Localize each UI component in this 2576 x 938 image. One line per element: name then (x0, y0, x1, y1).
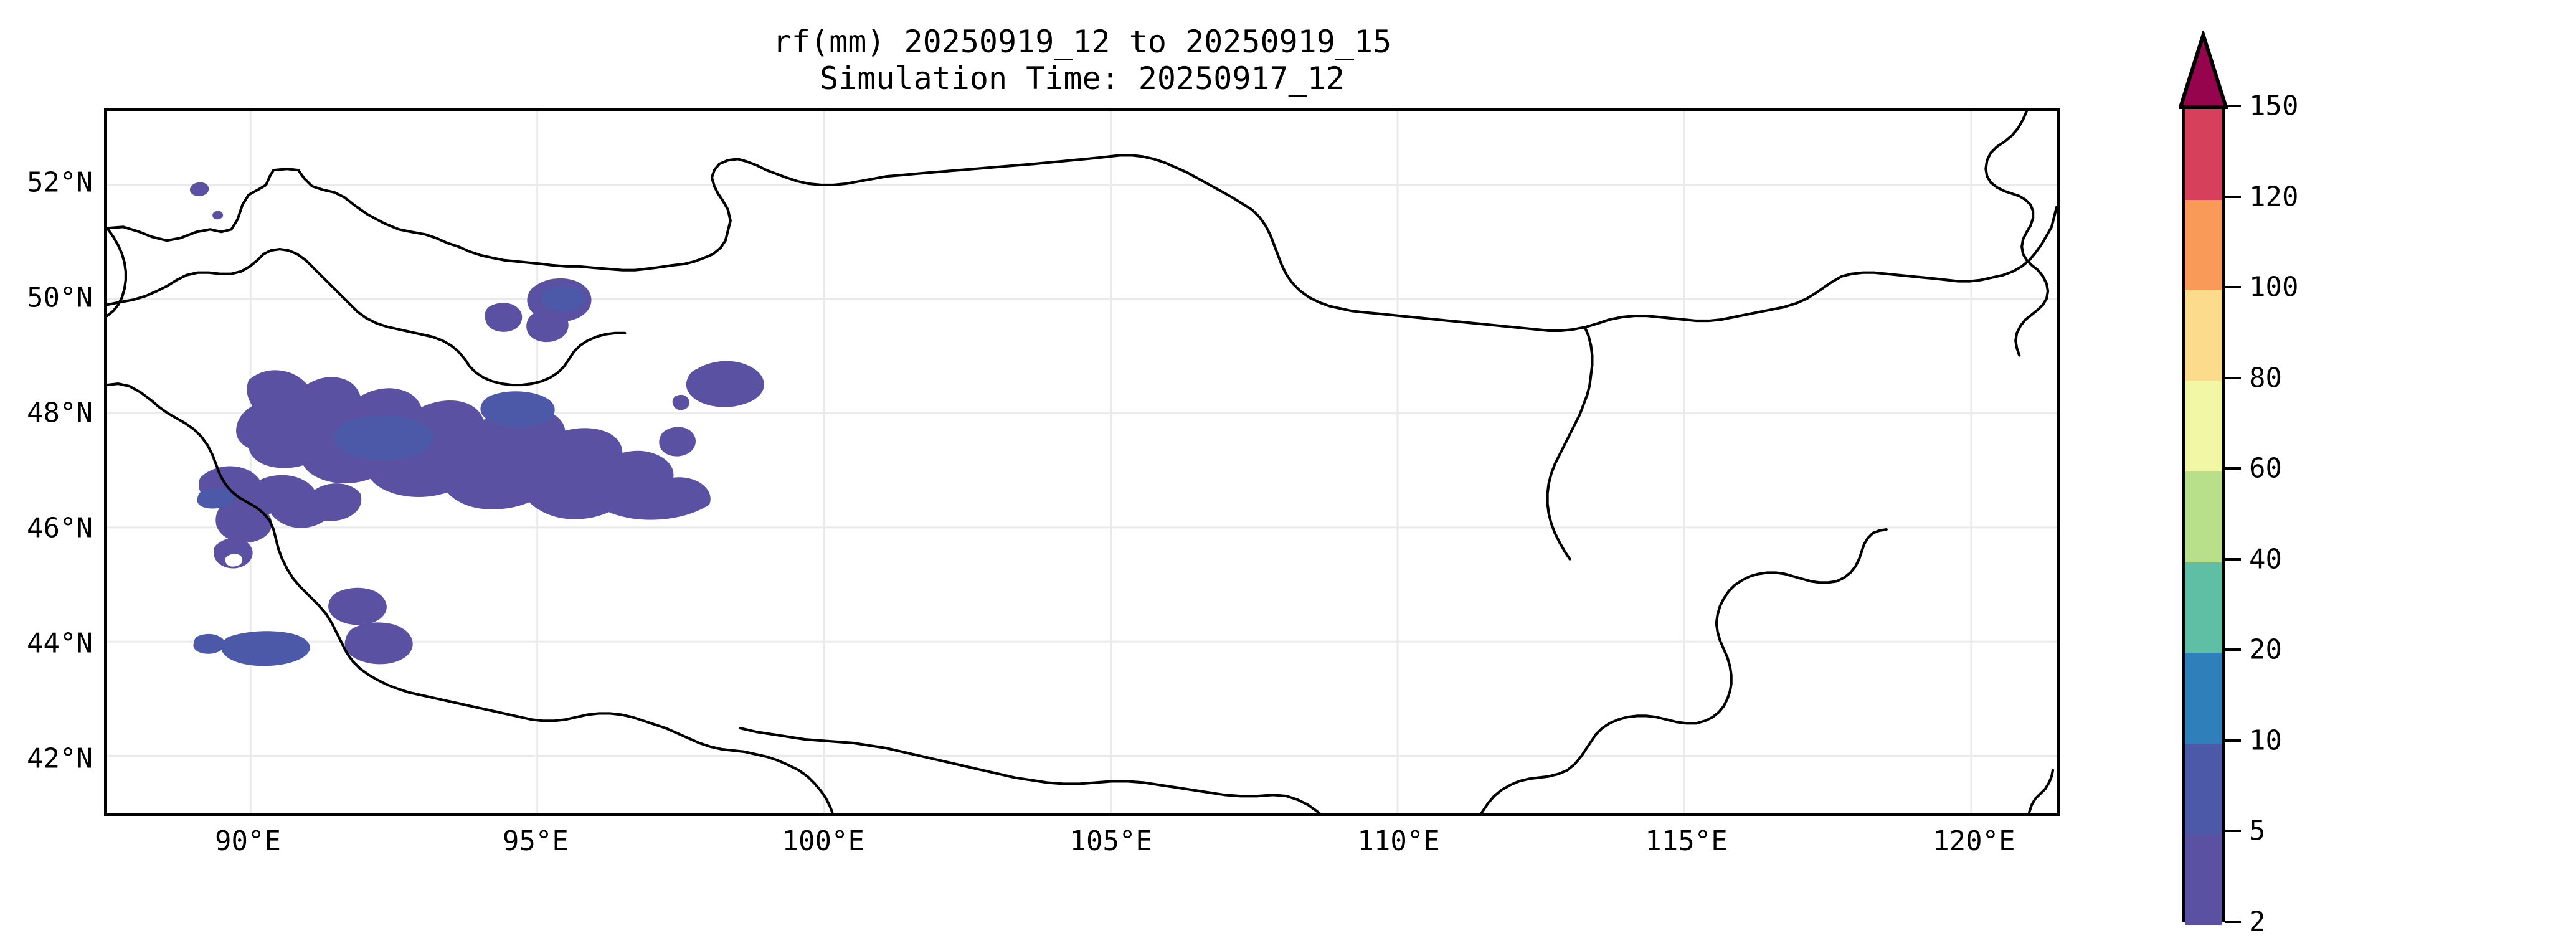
country-border-layer (107, 111, 2057, 813)
y-axis-tick-label: 46°N (27, 512, 93, 544)
colorbar-tick-mark (2225, 557, 2241, 561)
colorbar-tick-label: 100 (2249, 271, 2299, 303)
x-axis-tick-label: 120°E (1933, 825, 2015, 857)
x-axis-tick-label: 105°E (1069, 825, 1152, 857)
y-axis-tick-label: 50°N (27, 282, 93, 314)
precip-core-southwest-1 (221, 631, 310, 666)
map-clip-region (107, 111, 2057, 813)
precip-core-northwest-1 (333, 415, 434, 460)
colorbar-band (2185, 743, 2222, 835)
colorbar[interactable]: 2 5 10 20 40 60 80 100 120 150 (2179, 31, 2531, 938)
mongolia-south-central-border (739, 528, 1888, 813)
colorbar-band (2185, 290, 2222, 381)
x-axis-tick-label: 95°E (502, 825, 569, 857)
colorbar-gradient-bar[interactable] (2182, 106, 2225, 925)
colorbar-tick-label: 20 (2249, 633, 2282, 666)
precip-core-northwest-2 (480, 391, 555, 427)
colorbar-over-arrow (2179, 31, 2228, 109)
x-axis-tick-label: 100°E (782, 825, 864, 857)
chart-title: rf(mm) 20250919_12 to 20250919_15 Simula… (104, 24, 2060, 97)
map-plot-area (104, 108, 2060, 816)
precip-region-ne-tiny-dot (672, 394, 690, 410)
colorbar-tick-label: 150 (2249, 90, 2299, 122)
precip-region-tiny-cell-52n (189, 182, 209, 196)
colorbar-tick-label: 5 (2249, 815, 2266, 847)
precip-region-ne-blob-2 (659, 427, 696, 457)
colorbar-band (2185, 834, 2222, 925)
colorbar-band (2185, 471, 2222, 562)
x-axis-tick-label: 90°E (214, 825, 281, 857)
colorbar-tick-label: 80 (2249, 362, 2282, 394)
y-axis-tick-label: 48°N (27, 397, 93, 429)
x-axis-tick-label: 115°E (1645, 825, 1728, 857)
colorbar-tick-mark (2225, 739, 2241, 742)
colorbar-tick-mark (2225, 105, 2241, 107)
precip-region-ne-blob-1 (686, 361, 764, 407)
colorbar-band (2185, 109, 2222, 200)
colorbar-tick-mark (2225, 467, 2241, 470)
map-canvas (107, 111, 2057, 813)
precip-region-south-appendage-2 (344, 622, 413, 665)
colorbar-tick-mark (2225, 921, 2241, 923)
y-axis-tick-label: 44°N (27, 627, 93, 660)
colorbar-tick-label: 120 (2249, 181, 2299, 213)
colorbar-tick-label: 40 (2249, 543, 2282, 576)
mongolia-southern-border (107, 382, 834, 813)
x-axis-tick-label: 110°E (1357, 825, 1440, 857)
northwest-admin-line (107, 247, 627, 387)
colorbar-tick-mark (2225, 195, 2241, 198)
colorbar-band (2185, 562, 2222, 653)
colorbar-tick-mark (2225, 648, 2241, 651)
precip-region-northwest-band (236, 370, 711, 520)
northeast-corner-border (1984, 111, 2050, 357)
colorbar-band (2185, 653, 2222, 744)
colorbar-band (2185, 381, 2222, 472)
inner-admin-line (1546, 325, 1594, 561)
precip-core-southwest-2 (193, 633, 225, 654)
precip-core-west-arm (197, 488, 234, 509)
precip-region-north-lobe-tail (526, 310, 569, 343)
colorbar-tick-mark (2225, 376, 2241, 379)
southeast-spur-border (2028, 769, 2055, 813)
colorbar-tick-mark (2225, 830, 2241, 833)
chart-subtitle-line-2: Simulation Time: 20250917_12 (820, 60, 1345, 97)
colorbar-tick-label: 60 (2249, 452, 2282, 485)
far-northwest-border (107, 227, 127, 318)
mongolia-border-outline (107, 154, 2057, 332)
y-axis-tick-label: 42°N (27, 742, 93, 775)
colorbar-band (2185, 199, 2222, 291)
precip-core-north-lobe (541, 286, 585, 311)
y-axis-tick-label: 52°N (27, 166, 93, 199)
precip-region-south-appendage-1 (328, 587, 387, 625)
precip-region-mid-north-blob (485, 303, 523, 332)
precip-hole-west-patch (225, 554, 243, 567)
precip-region-small-cell-south (213, 538, 253, 569)
chart-title-line-1: rf(mm) 20250919_12 to 20250919_15 (772, 24, 1392, 60)
precipitation-contour-layer (189, 182, 764, 666)
colorbar-tick-mark (2225, 286, 2241, 289)
precip-region-tiny-dot-50n (212, 211, 224, 220)
colorbar-tick-label: 10 (2249, 724, 2282, 757)
colorbar-tick-label: 2 (2249, 906, 2266, 938)
